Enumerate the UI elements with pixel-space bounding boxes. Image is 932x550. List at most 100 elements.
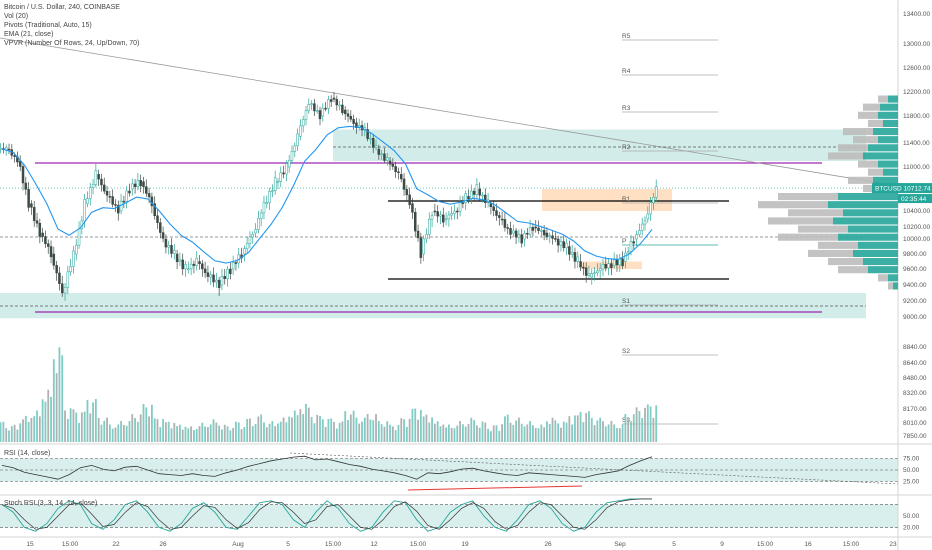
volume-bar [562,421,565,442]
vpvr-down-row [768,217,833,225]
candle-body [626,251,630,254]
candle-body [542,230,546,236]
candle-body [607,263,610,269]
candle-body [94,170,98,185]
candle-body [276,181,280,183]
volume-bar [254,423,257,442]
volume-bar [249,418,251,442]
volume-bar [565,422,568,442]
candle-body [596,270,599,274]
volume-bar [64,410,66,442]
candle-body [52,253,56,266]
volume-bar [473,420,475,442]
candle-body [643,220,647,225]
candle-body [579,261,582,268]
price-tick-label: 10000.00 [903,236,930,243]
trend-line [0,37,899,187]
candle-body [206,272,210,277]
candle-body [170,244,173,254]
candle-body [408,194,411,205]
volume-bar [596,420,599,442]
volume-bar [518,417,520,442]
candle-body [24,182,28,190]
candle-body [640,223,644,231]
volume-bar [557,423,560,442]
volume-bar [428,422,431,442]
vpvr-up-row [878,136,898,144]
volume-bar [319,415,321,442]
price-tick-label: 8170.00 [903,406,927,413]
candle-body [349,116,353,120]
volume-bar [571,424,574,442]
price-tick-label: 11000.00 [903,164,930,171]
candle-body [209,274,212,278]
candle-body [598,268,602,272]
candle-body [313,103,316,112]
candle-body [223,276,226,279]
volume-bar [568,416,571,442]
volume-bar [148,416,150,442]
volume-bar [271,421,274,442]
volume-bar [142,404,145,442]
volume-bar [358,423,361,442]
volume-bar [8,430,10,442]
volume-bar [268,423,271,442]
candle-body [517,234,521,238]
x-tick-label: 9 [720,541,724,548]
price-tick-label: 8320.00 [903,390,927,397]
candle-body [254,229,257,234]
orange-zone-upper [542,189,672,211]
volume-bar [313,423,316,442]
vpvr-up-row [848,225,898,233]
volume-bar [590,418,593,442]
vpvr-down-row [858,160,878,168]
candle-body [318,110,322,120]
candle-body [21,166,25,184]
volume-bar [279,421,282,442]
candle-body [273,177,277,191]
candle-body [245,243,249,249]
candle-body [442,214,445,223]
price-tick-label: 8480.00 [903,375,927,382]
candle-body [646,213,650,220]
candle-body [489,203,493,208]
volume-bar [487,428,489,442]
volume-bar [610,421,613,442]
candle-body [428,218,431,235]
volume-bar [106,417,108,442]
candle-body [231,262,235,270]
candle-body [394,166,397,172]
chart-legend: Bitcoin / U.S. Dollar, 240, COINBASE Vol… [4,3,139,48]
volume-bar [419,410,422,442]
candle-body [414,212,417,232]
volume-bar [299,409,302,442]
volume-bar [265,427,268,442]
legend-vpvr: VPVR (Number Of Rows, 24, Up/Down, 70) [4,40,140,47]
candle-body [371,138,375,148]
support-zone [0,293,866,319]
candle-body [117,204,120,214]
volume-bar [529,421,532,442]
candle-body [217,279,221,289]
candle-body [131,183,134,190]
candle-body [498,215,501,218]
volume-bar [0,422,2,442]
price-tick-label: 12200.00 [903,89,930,96]
vpvr-down-row [843,128,873,136]
volume-bar [69,408,72,442]
candle-body [234,262,238,264]
volume-bar [94,399,97,442]
pivot-label-s2: S2 [622,348,630,355]
volume-bar [632,414,635,442]
candle-body [164,238,168,248]
candle-body [352,119,355,124]
vpvr-up-row [883,168,898,176]
volume-bar [534,428,537,442]
volume-bar [644,407,646,442]
candle-body [38,222,42,237]
volume-bar [310,416,313,442]
candle-body [383,153,386,161]
volume-bar [117,424,120,442]
